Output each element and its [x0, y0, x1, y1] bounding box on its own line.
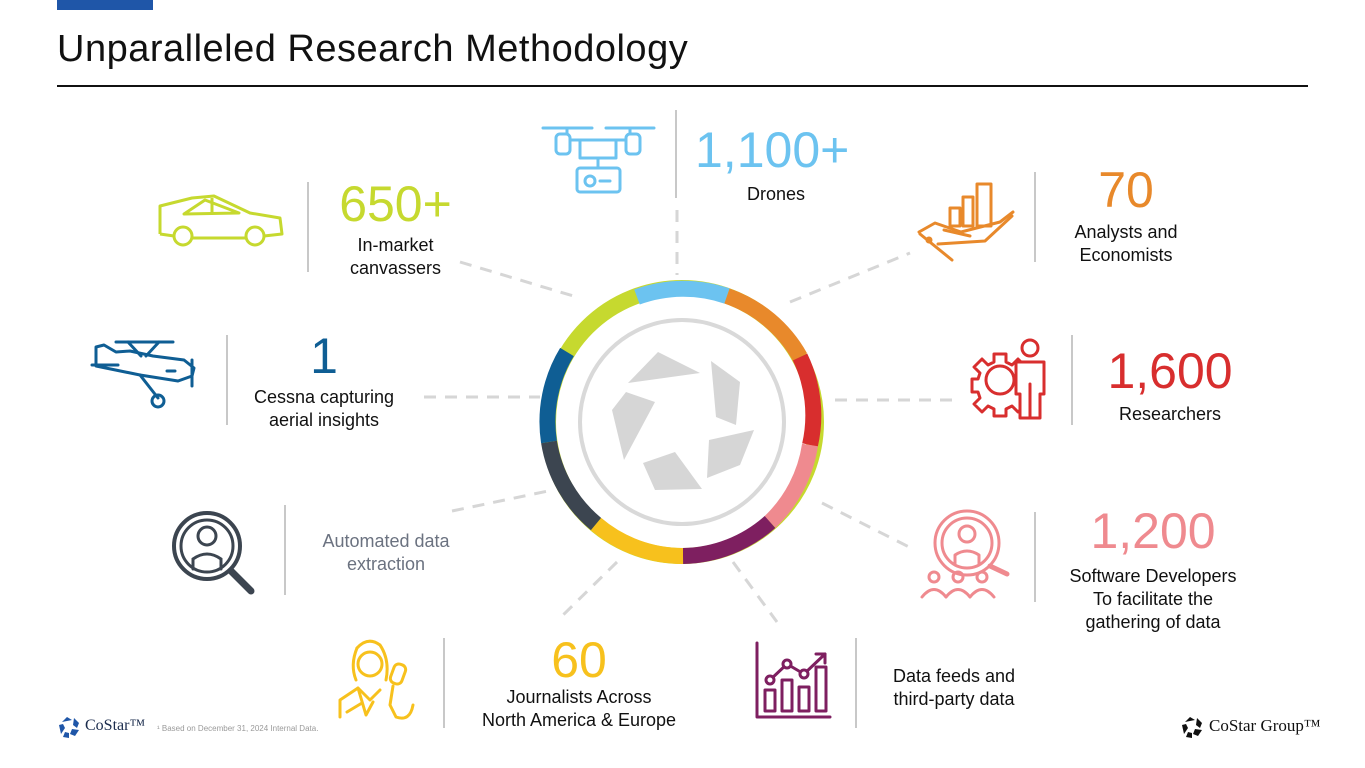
top-accent-bar	[57, 0, 153, 10]
journalists-label-line2: North America & Europe	[481, 710, 677, 730]
connector-analysts	[789, 251, 911, 304]
title-divider	[57, 85, 1308, 87]
researchers-value: 1,600	[1107, 343, 1233, 399]
stat-cessna: 1 Cessna capturing aerial insights	[234, 330, 414, 432]
datafeeds-label-line2: third-party data	[893, 689, 1015, 709]
costar-group-star-mark-icon	[1182, 717, 1202, 738]
connector-developers	[821, 501, 916, 552]
car-icon	[158, 194, 284, 247]
inner-ring	[578, 318, 786, 526]
stat-automated: Automated data extraction	[296, 530, 476, 576]
biplane-icon	[90, 340, 196, 409]
researchers-label: Researchers	[1118, 404, 1222, 424]
footnote: ¹ Based on December 31, 2024 Internal Da…	[157, 724, 319, 733]
stat-separators	[226, 110, 1073, 728]
ring-segment-purple	[682, 515, 776, 564]
canvassers-value: 650+	[339, 176, 452, 232]
stat-researchers: 1,600 Researchers	[1090, 345, 1250, 426]
ring-segment-slate	[541, 440, 602, 531]
bar-chart-trend-icon	[755, 641, 832, 719]
stat-journalists: 60 Journalists Across North America & Eu…	[468, 634, 690, 732]
stat-analysts: 70 Analysts and Economists	[1048, 164, 1204, 267]
magnifier-team-icon	[920, 509, 1010, 599]
developers-label-line1: Software Developers	[1069, 566, 1237, 586]
automated-label-line2: extraction	[346, 554, 426, 574]
ring-segment-pink	[764, 443, 818, 528]
analysts-hand-chart-icon	[917, 182, 1015, 262]
canvassers-label-line1: In-market	[357, 235, 434, 255]
journalist-microphone-icon	[338, 639, 415, 720]
stat-developers: 1,200 Software Developers To facilitate …	[1050, 505, 1256, 634]
costar-group-logo: CoStar Group™	[1180, 714, 1321, 740]
analysts-label-line1: Analysts and	[1074, 222, 1178, 242]
ring-segment-blue	[539, 347, 574, 444]
datafeeds-label-line1: Data feeds and	[892, 666, 1016, 686]
analysts-value: 70	[1098, 162, 1154, 218]
developers-value: 1,200	[1090, 503, 1216, 559]
ring-segment-orange	[724, 288, 807, 362]
stat-drones-label: Drones	[716, 183, 836, 206]
connector-lines	[424, 210, 960, 623]
color-ring	[539, 280, 824, 565]
developers-label-line2: To facilitate the	[1092, 589, 1214, 609]
drones-value: 1,100+	[695, 122, 850, 178]
ring-segment-sky	[634, 280, 730, 305]
stat-canvassers: 650+ In-market canvassers	[318, 178, 473, 280]
stat-datafeeds: Data feeds and third-party data	[870, 665, 1038, 711]
ring-segment-yellow	[590, 517, 684, 565]
magnifier-person-icon	[172, 511, 255, 595]
cessna-value: 1	[310, 328, 338, 384]
page-title: Unparalleled Research Methodology	[57, 28, 689, 70]
costar-logo-left: CoStar™	[57, 715, 152, 739]
connector-automated	[451, 488, 554, 513]
costar-logo-text: CoStar™	[85, 717, 146, 734]
costar-star-logo	[612, 352, 754, 490]
developers-label-line3: gathering of data	[1085, 612, 1221, 632]
connector-canvassers	[459, 260, 581, 300]
costar-star-mark-icon	[59, 717, 79, 738]
cessna-label-line1: Cessna capturing	[253, 387, 395, 407]
analysts-label-line2: Economists	[1079, 245, 1173, 265]
connector-journalists	[558, 560, 619, 620]
ring-segment-red	[792, 353, 822, 447]
costar-group-logo-text: CoStar Group™	[1209, 716, 1321, 735]
connector-datafeeds	[731, 561, 779, 623]
drone-icon	[541, 126, 656, 194]
canvassers-label-line2: canvassers	[349, 258, 442, 278]
drones-label: Drones	[746, 184, 806, 204]
automated-label-line1: Automated data	[322, 531, 450, 551]
journalists-label-line1: Journalists Across	[506, 687, 652, 707]
cessna-label-line2: aerial insights	[268, 410, 380, 430]
stat-drones: 1,100+	[695, 124, 849, 176]
gear-person-icon	[970, 338, 1046, 420]
journalists-value: 60	[551, 632, 607, 688]
